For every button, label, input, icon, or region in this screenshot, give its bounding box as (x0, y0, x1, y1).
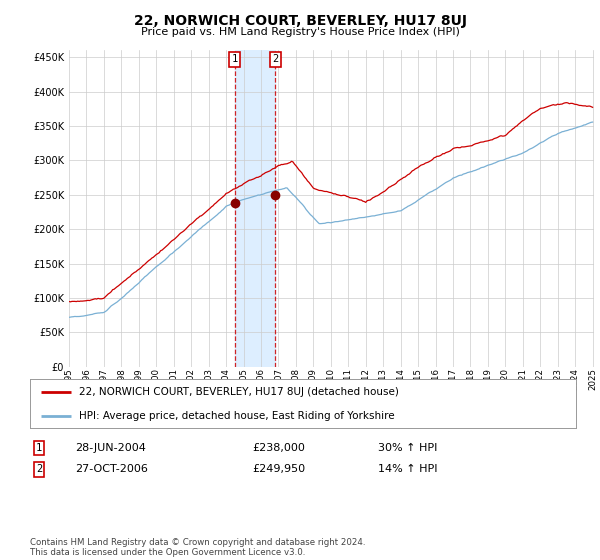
Text: 22, NORWICH COURT, BEVERLEY, HU17 8UJ (detached house): 22, NORWICH COURT, BEVERLEY, HU17 8UJ (d… (79, 388, 399, 398)
Text: 2: 2 (272, 54, 278, 64)
Text: Contains HM Land Registry data © Crown copyright and database right 2024.
This d: Contains HM Land Registry data © Crown c… (30, 538, 365, 557)
Text: 1: 1 (232, 54, 238, 64)
Text: £249,950: £249,950 (252, 464, 305, 474)
Text: 14% ↑ HPI: 14% ↑ HPI (378, 464, 437, 474)
Text: 22, NORWICH COURT, BEVERLEY, HU17 8UJ: 22, NORWICH COURT, BEVERLEY, HU17 8UJ (133, 14, 467, 28)
Text: 28-JUN-2004: 28-JUN-2004 (75, 443, 146, 453)
Text: 27-OCT-2006: 27-OCT-2006 (75, 464, 148, 474)
Text: HPI: Average price, detached house, East Riding of Yorkshire: HPI: Average price, detached house, East… (79, 411, 395, 421)
Text: 1: 1 (36, 443, 42, 453)
Text: £238,000: £238,000 (252, 443, 305, 453)
Text: 2: 2 (36, 464, 42, 474)
Text: 30% ↑ HPI: 30% ↑ HPI (378, 443, 437, 453)
Bar (235, 50, 275, 367)
Text: Price paid vs. HM Land Registry's House Price Index (HPI): Price paid vs. HM Land Registry's House … (140, 27, 460, 38)
